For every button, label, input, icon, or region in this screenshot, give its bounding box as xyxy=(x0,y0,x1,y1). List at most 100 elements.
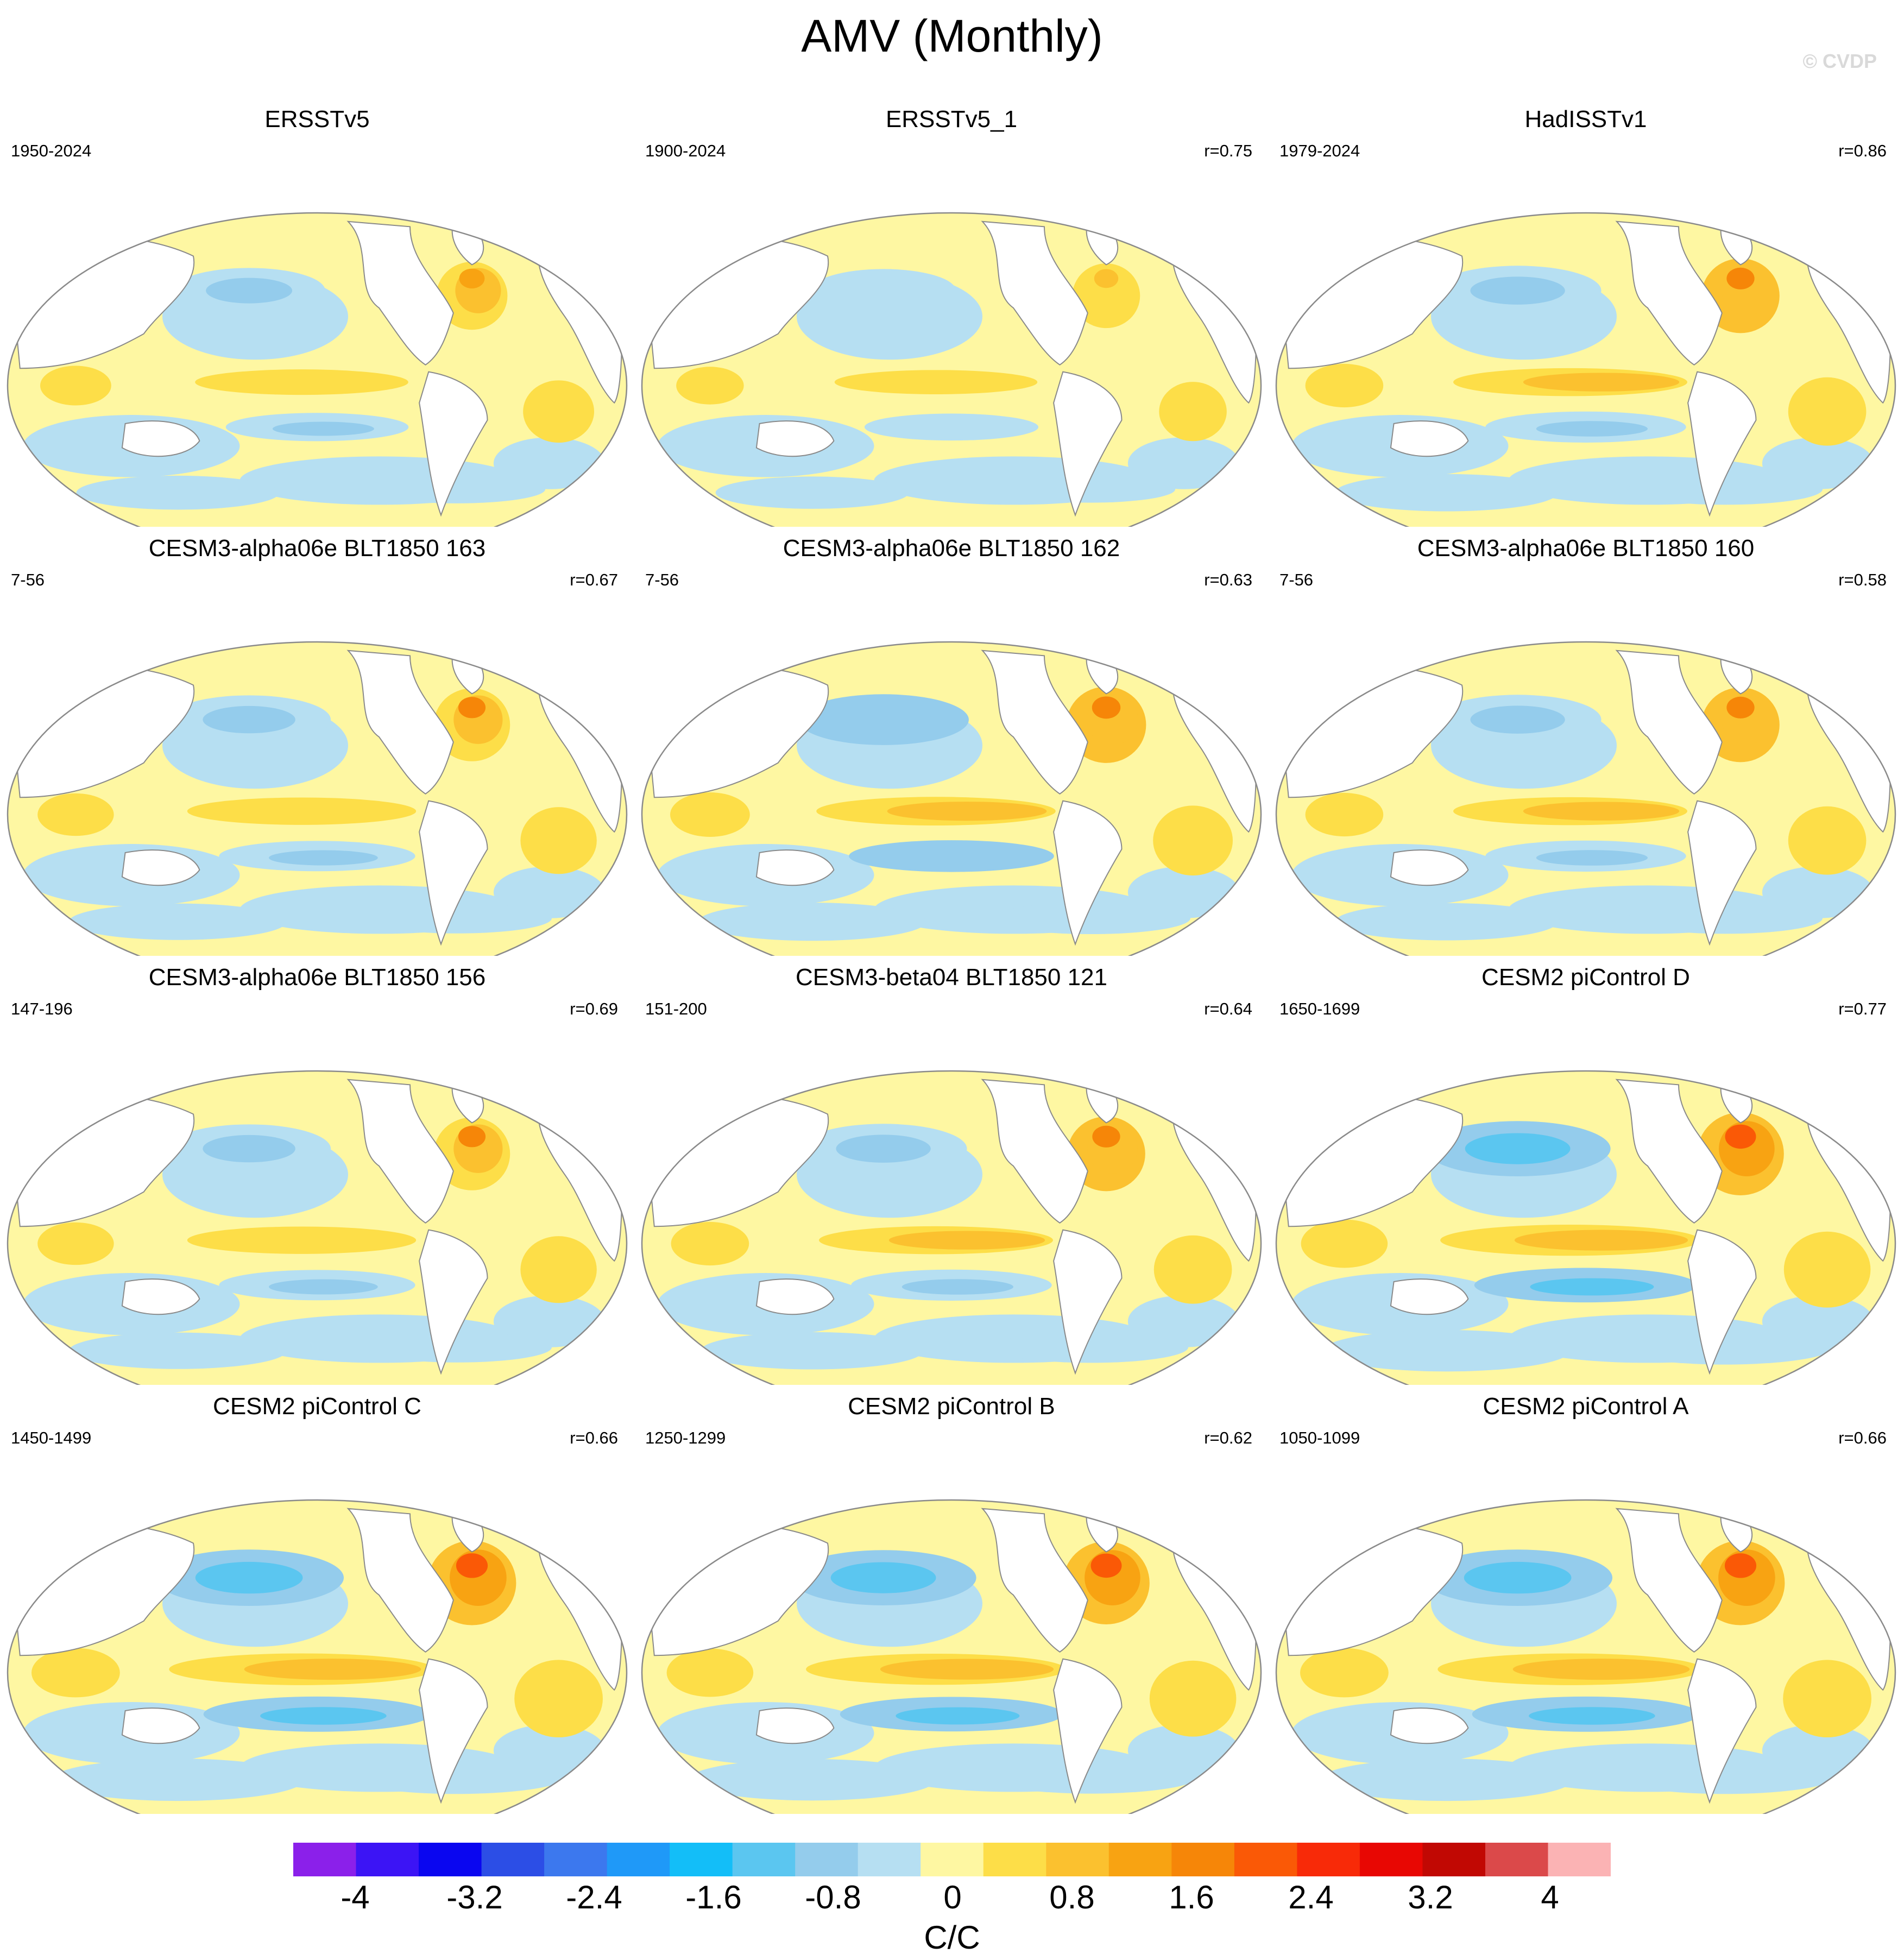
colorbar-tick-label: -0.8 xyxy=(805,1879,861,1915)
anomaly-contour xyxy=(698,903,926,941)
colorbar-swatch xyxy=(732,1843,796,1876)
world-map xyxy=(1275,1499,1896,1814)
colorbar-tick-label: -4 xyxy=(341,1879,370,1915)
map-outline xyxy=(7,641,628,956)
anomaly-contour xyxy=(31,1648,120,1698)
continent xyxy=(1687,1229,1757,1375)
anomaly-contour xyxy=(1464,1561,1572,1594)
world-map xyxy=(641,641,1262,956)
colorbar xyxy=(293,1843,1611,1876)
panel-title: HadISSTv1 xyxy=(1524,106,1647,133)
panel-correlation: r=0.63 xyxy=(1204,570,1252,589)
map-panel: CESM3-beta04 BLT1850 121 151-200 r=0.64 xyxy=(634,956,1269,1385)
map-outline xyxy=(7,1070,628,1385)
anomaly-contour xyxy=(203,1135,295,1163)
world-map xyxy=(641,212,1262,527)
panel-correlation: r=0.62 xyxy=(1204,1428,1252,1447)
panel-correlation: r=0.77 xyxy=(1838,999,1887,1018)
anomaly-contour xyxy=(1465,1133,1571,1164)
anomaly-contour xyxy=(76,475,280,510)
anomaly-contour xyxy=(256,802,409,821)
colorbar-tick-label: 0 xyxy=(943,1879,962,1915)
continent xyxy=(1615,1508,1723,1653)
panel-years: 1950-2024 xyxy=(11,141,92,160)
map-panel: CESM2 piControl C 1450-1499 r=0.66 xyxy=(0,1385,634,1814)
anomaly-contour xyxy=(670,792,750,837)
anomaly-contour xyxy=(1762,437,1874,489)
anomaly-contour xyxy=(1153,1235,1232,1304)
anomaly-contour xyxy=(1127,866,1240,918)
anomaly-contour xyxy=(260,1707,387,1725)
anomaly-contour xyxy=(523,380,595,443)
panel-title: CESM3-alpha06e BLT1850 160 xyxy=(1417,535,1755,562)
anomaly-contour xyxy=(1536,850,1648,866)
colorbar-swatch xyxy=(1108,1843,1172,1876)
map-outline xyxy=(641,1070,1262,1385)
anomaly-contour xyxy=(203,705,295,734)
colorbar-swatch xyxy=(481,1843,545,1876)
panel-years: 1979-2024 xyxy=(1279,141,1360,160)
continent xyxy=(1390,849,1469,886)
map-panel: CESM3-alpha06e BLT1850 156 147-196 r=0.6… xyxy=(0,956,634,1385)
map-panel: CESM3-alpha06e BLT1850 162 7-56 r=0.63 xyxy=(634,527,1269,956)
anomaly-contour xyxy=(1523,802,1680,821)
colorbar-swatch xyxy=(670,1843,733,1876)
anomaly-contour xyxy=(1788,806,1867,875)
map-outline xyxy=(1275,1499,1896,1814)
anomaly-contour xyxy=(1788,377,1867,446)
map-panel: CESM2 piControl B 1250-1299 r=0.62 xyxy=(634,1385,1269,1814)
colorbar-swatch xyxy=(607,1843,670,1876)
continent xyxy=(121,849,200,886)
continent xyxy=(1053,371,1123,517)
continent xyxy=(981,1508,1088,1653)
anomaly-contour xyxy=(900,849,1015,866)
panel-years: 1250-1299 xyxy=(645,1428,726,1447)
continent xyxy=(981,220,1088,366)
anomaly-contour xyxy=(896,1707,1020,1725)
anomaly-contour xyxy=(520,807,597,874)
continent xyxy=(1390,420,1469,457)
anomaly-contour xyxy=(1335,474,1558,512)
map-outline xyxy=(1275,641,1896,956)
copyright-label: © CVDP xyxy=(1802,50,1877,72)
map-outline xyxy=(641,212,1262,527)
anomaly-contour xyxy=(1092,1125,1120,1148)
continent xyxy=(755,1707,835,1744)
colorbar-swatch xyxy=(1548,1843,1611,1876)
anomaly-contour xyxy=(1127,437,1240,489)
continent xyxy=(346,1079,454,1224)
world-map xyxy=(7,212,628,527)
continent xyxy=(419,1229,488,1375)
continent xyxy=(1615,650,1723,795)
world-map xyxy=(1275,212,1896,527)
colorbar-swatch xyxy=(419,1843,482,1876)
colorbar-swatch xyxy=(1422,1843,1486,1876)
anomaly-contour xyxy=(1725,1124,1756,1149)
colorbar-tick-label: 1.6 xyxy=(1169,1879,1214,1915)
colorbar-swatch xyxy=(858,1843,921,1876)
anomaly-contour xyxy=(1530,1278,1654,1296)
anomaly-contour xyxy=(671,1221,749,1266)
anomaly-contour xyxy=(880,1659,1054,1680)
anomaly-contour xyxy=(244,1659,421,1680)
anomaly-contour xyxy=(1322,1330,1571,1372)
anomaly-contour xyxy=(899,374,1035,390)
anomaly-contour xyxy=(256,1231,409,1250)
continent xyxy=(419,800,488,946)
colorbar-tick-label: -2.4 xyxy=(566,1879,622,1915)
anomaly-contour xyxy=(195,1561,303,1594)
anomaly-contour xyxy=(1512,1659,1690,1680)
anomaly-contour xyxy=(1127,1295,1240,1347)
anomaly-contour xyxy=(367,475,546,503)
anomaly-contour xyxy=(68,1332,287,1369)
continent xyxy=(1390,1707,1469,1744)
map-panel: CESM2 piControl A 1050-1099 r=0.66 xyxy=(1269,1385,1903,1814)
colorbar-tick-label: -1.6 xyxy=(685,1879,742,1915)
panel-correlation: r=0.64 xyxy=(1204,999,1252,1018)
continent xyxy=(1687,800,1757,946)
panel-title: ERSSTv5_1 xyxy=(885,106,1018,133)
anomaly-contour xyxy=(361,1332,552,1363)
continent xyxy=(121,1707,200,1744)
anomaly-contour xyxy=(493,437,606,489)
world-map xyxy=(1275,641,1896,956)
